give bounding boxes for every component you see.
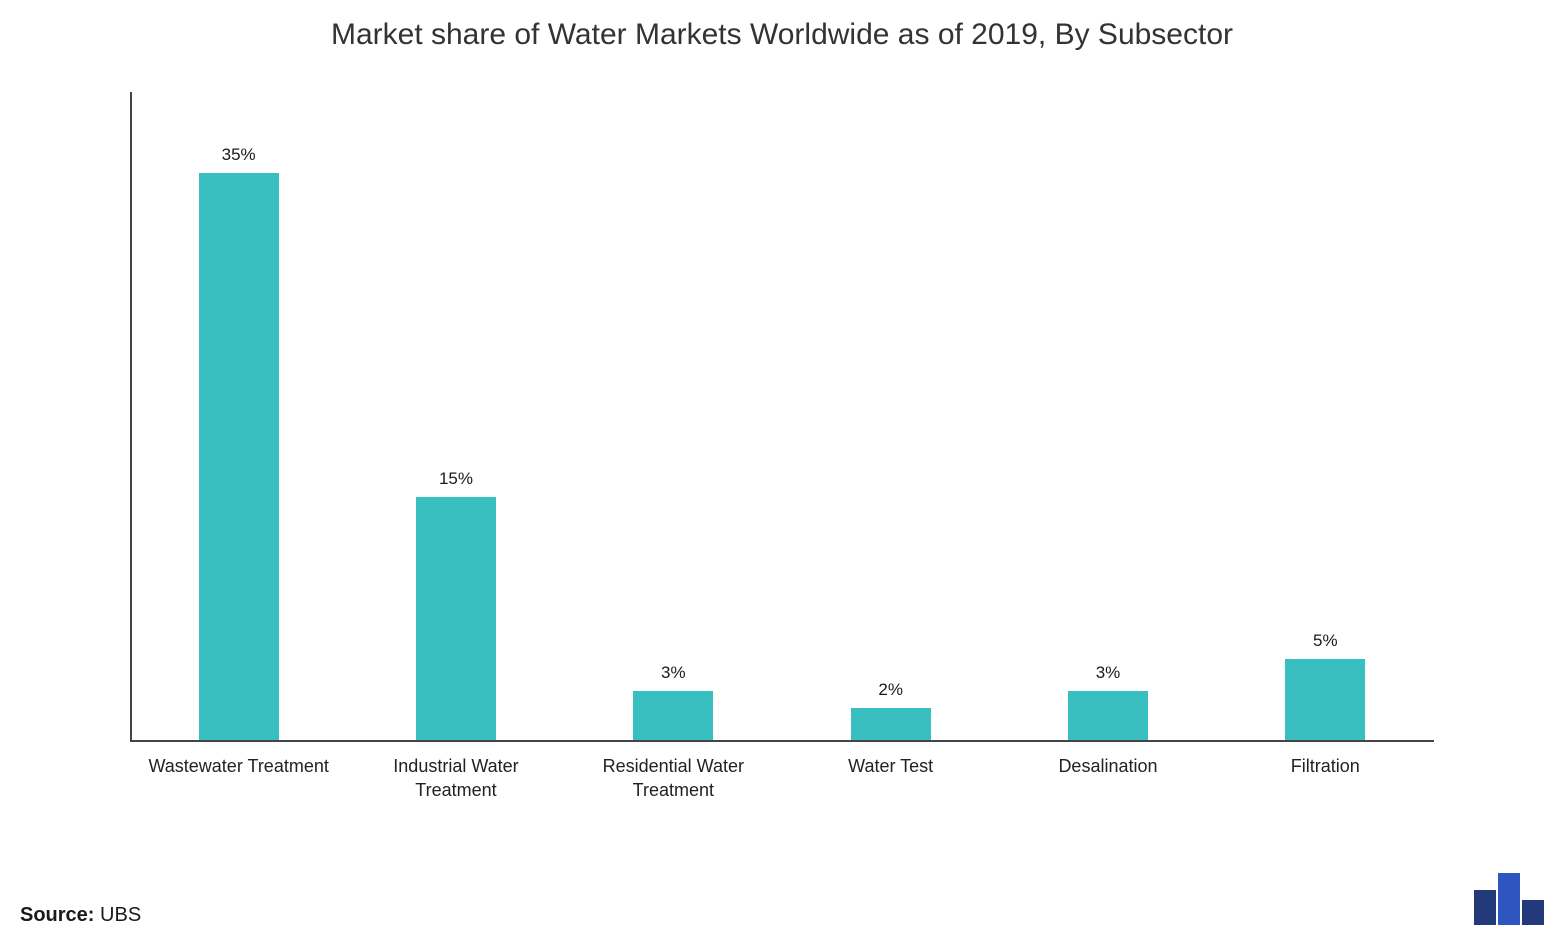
bar-value-label: 15% [347, 469, 564, 489]
x-axis-labels: Wastewater TreatmentIndustrial Water Tre… [130, 754, 1434, 803]
x-axis-category-label: Industrial Water Treatment [347, 754, 564, 803]
bar-slot: 15% [347, 92, 564, 740]
x-axis-category-label: Filtration [1217, 754, 1434, 803]
chart-title: Market share of Water Markets Worldwide … [30, 18, 1534, 52]
logo-bar-1 [1474, 890, 1496, 925]
mi-logo-icon [1474, 873, 1544, 925]
logo-bar-3 [1522, 900, 1544, 925]
bar-value-label: 35% [130, 145, 347, 165]
bar-value-label: 3% [565, 663, 782, 683]
logo-bar-2 [1498, 873, 1520, 925]
source-name: UBS [100, 904, 141, 926]
bar-slot: 2% [782, 92, 999, 740]
bar-slot: 35% [130, 92, 347, 740]
bars-group: 35%15%3%2%3%5% [130, 92, 1434, 740]
plot-area: 35%15%3%2%3%5% [130, 92, 1434, 742]
x-axis-category-label: Wastewater Treatment [130, 754, 347, 803]
x-axis-line [130, 740, 1434, 742]
bar-rect [633, 691, 713, 740]
bar-rect [1285, 659, 1365, 740]
bar-rect [416, 497, 496, 740]
bar-slot: 5% [1217, 92, 1434, 740]
source-label: Source: [20, 904, 94, 926]
bar-rect [1068, 691, 1148, 740]
x-axis-category-label: Desalination [999, 754, 1216, 803]
source-attribution: Source: UBS [20, 904, 141, 927]
x-axis-category-label: Residential Water Treatment [565, 754, 782, 803]
bar-value-label: 2% [782, 680, 999, 700]
bar-value-label: 3% [999, 663, 1216, 683]
x-axis-category-label: Water Test [782, 754, 999, 803]
bar-slot: 3% [999, 92, 1216, 740]
bar-value-label: 5% [1217, 631, 1434, 651]
chart-container: Market share of Water Markets Worldwide … [0, 0, 1564, 945]
bar-slot: 3% [565, 92, 782, 740]
bar-rect [199, 173, 279, 740]
bar-rect [851, 708, 931, 740]
